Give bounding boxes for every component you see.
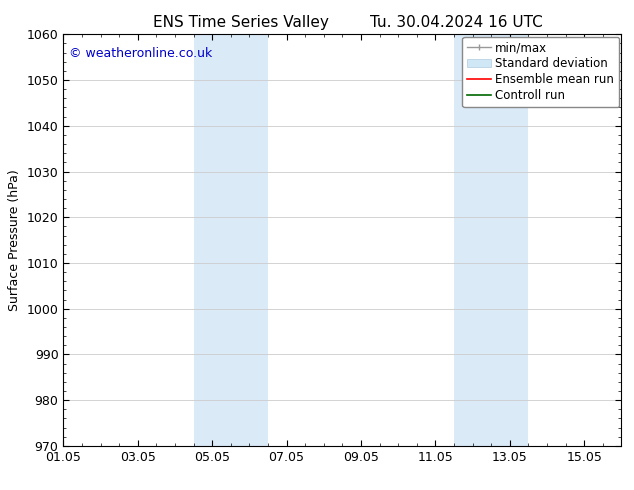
Legend: min/max, Standard deviation, Ensemble mean run, Controll run: min/max, Standard deviation, Ensemble me…: [462, 37, 619, 107]
Text: ENS Time Series Valley: ENS Time Series Valley: [153, 15, 329, 30]
Bar: [454, 34, 528, 446]
Y-axis label: Surface Pressure (hPa): Surface Pressure (hPa): [8, 169, 21, 311]
Bar: [193, 34, 268, 446]
Text: Tu. 30.04.2024 16 UTC: Tu. 30.04.2024 16 UTC: [370, 15, 543, 30]
Text: © weatheronline.co.uk: © weatheronline.co.uk: [69, 47, 212, 60]
